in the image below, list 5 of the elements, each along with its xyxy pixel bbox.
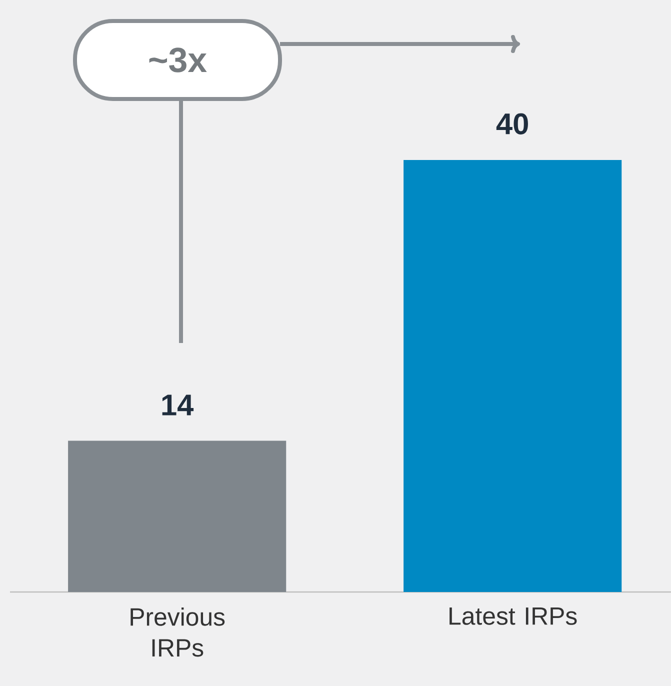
data-label: 40: [496, 113, 528, 134]
x-tick-label: Latest IRPs: [450, 608, 577, 625]
data-label: 14: [162, 394, 194, 416]
text: ~3x: [149, 48, 207, 72]
x-tick-label: Previous IRPs: [130, 608, 225, 657]
